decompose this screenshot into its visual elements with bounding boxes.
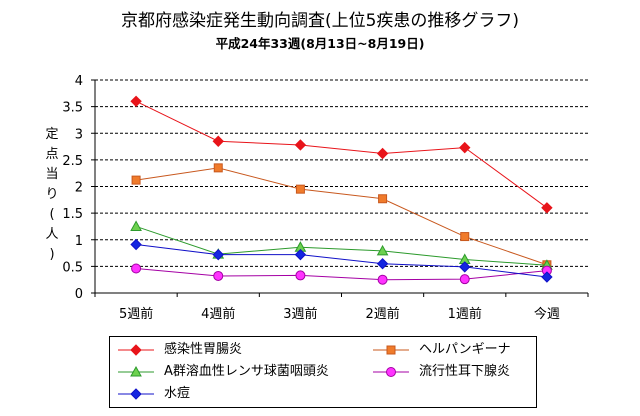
data-point: [541, 202, 553, 214]
data-point: [459, 261, 471, 273]
series-line: [136, 244, 547, 278]
y-tick-label: 1.5: [62, 207, 83, 222]
legend-label: ヘルパンギーナ: [419, 342, 511, 357]
legend-swatch: [373, 367, 409, 377]
legend-item: 感染性胃腸炎: [116, 341, 242, 359]
y-tick-labels: 0 0.5 1 1.5 2 2.5 3 3.5 4: [62, 74, 83, 302]
series: [130, 220, 553, 270]
legend-swatch: [118, 388, 154, 400]
y-tick-label: 2.5: [62, 154, 83, 169]
x-tick-labels: 5週前 4週前 3週前 2週前 1週前 今週: [119, 306, 560, 322]
y-tick-label: 0.5: [62, 260, 83, 275]
data-point: [130, 238, 142, 251]
data-point: [130, 220, 142, 231]
chart-plot: 0 0.5 1 1.5 2 2.5 3 3.5 4 5週前 4週前 3週前 2週前 1週前 今週 定点当り…: [45, 74, 589, 322]
x-tick-label: 5週前: [119, 306, 153, 322]
data-point: [213, 270, 224, 281]
x-tick-label: 4週前: [201, 306, 235, 322]
y-tick-label: 3: [75, 127, 83, 142]
data-point: [376, 147, 389, 160]
series: [131, 163, 552, 270]
data-point: [213, 163, 223, 173]
data-point: [378, 194, 388, 204]
legend-swatch: [118, 365, 154, 377]
y-tick-label: 1: [75, 234, 83, 249]
data-point: [131, 175, 141, 185]
legend-item: ヘルパンギーナ: [371, 341, 511, 359]
data-point: [459, 274, 470, 285]
data-point: [377, 274, 388, 285]
x-tick-label: 3週前: [283, 306, 317, 322]
chart-title: 京都府感染症発生動向調査(上位5疾患の推移グラフ): [120, 11, 520, 31]
data-point: [541, 271, 553, 283]
series-lines: [130, 95, 553, 285]
data-point: [295, 184, 305, 194]
y-axis-label-char: ): [49, 247, 54, 262]
data-point: [376, 258, 389, 270]
legend-label: A群溶血性レンサ球菌咽頭炎: [164, 364, 329, 379]
axes: [91, 79, 589, 297]
series: [130, 95, 553, 214]
series: [130, 238, 553, 283]
y-tick-label: 4: [75, 74, 83, 89]
data-point: [294, 248, 307, 261]
legend-label: 水痘: [164, 386, 191, 401]
legend-swatch: [373, 345, 409, 355]
legend-item: 水痘: [116, 385, 190, 403]
y-tick-label: 2: [75, 181, 83, 196]
legend-item: A群溶血性レンサ球菌咽頭炎: [116, 363, 329, 381]
data-point: [212, 248, 224, 261]
chart-subtitle: 平成24年33週(8月13日~8月19日): [215, 36, 425, 51]
legend-marker: [386, 345, 396, 355]
legend-item: 流行性耳下腺炎: [371, 363, 510, 381]
data-point: [212, 135, 224, 147]
data-point: [294, 139, 307, 151]
y-axis-label-char: 定: [45, 127, 58, 142]
data-point: [376, 244, 389, 256]
legend: 感染性胃腸炎 ヘルパンギーナ A群溶血性レンサ球菌咽頭炎 流行性耳下腺炎 水痘: [109, 336, 537, 408]
legend-label: 流行性耳下腺炎: [419, 364, 511, 379]
legend-marker: [130, 388, 142, 400]
data-point: [131, 263, 142, 274]
y-tick-label: 0: [75, 287, 83, 302]
data-point: [460, 232, 470, 242]
series-line: [136, 268, 547, 281]
series: [131, 263, 552, 285]
legend-marker: [130, 344, 142, 356]
legend-marker: [386, 367, 396, 377]
data-point: [295, 270, 306, 281]
legend-swatch: [118, 344, 154, 356]
y-axis-label-char: 当: [45, 167, 58, 182]
data-point: [459, 141, 471, 154]
y-axis-label-char: 人: [45, 227, 58, 242]
grid-lines: [95, 79, 588, 267]
y-axis-label-char: (: [49, 207, 54, 222]
data-point: [130, 95, 142, 108]
y-tick-label: 3.5: [62, 101, 83, 116]
y-axis-label-char: り: [45, 187, 58, 202]
series-line: [136, 167, 548, 266]
y-axis-label-char: 点: [45, 147, 58, 162]
x-tick-label: 1週前: [448, 306, 482, 322]
legend-label: 感染性胃腸炎: [164, 342, 243, 357]
series-line: [135, 225, 547, 266]
series-line: [135, 100, 548, 209]
x-tick-label: 今週: [534, 306, 560, 322]
x-tick-label: 2週前: [365, 306, 399, 322]
legend-marker: [130, 365, 142, 377]
